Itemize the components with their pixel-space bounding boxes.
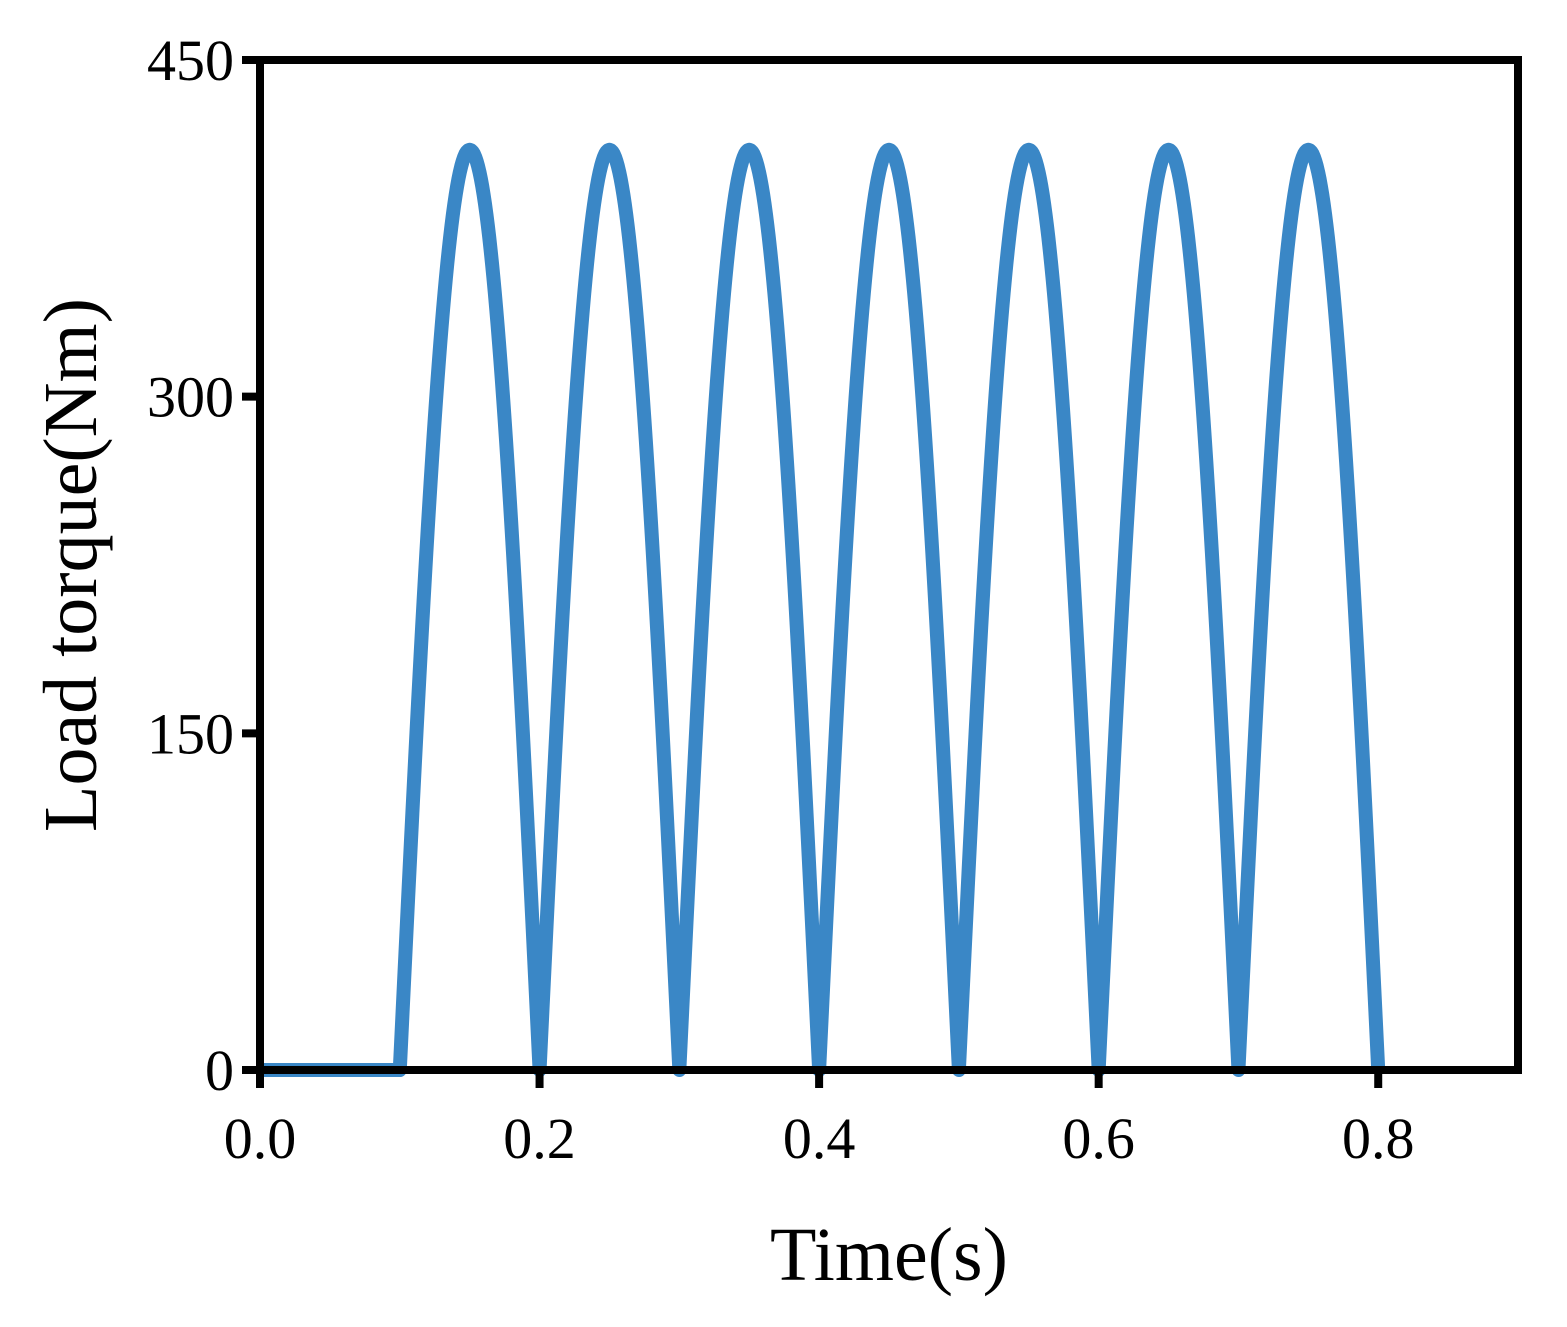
plot-frame (256, 56, 1522, 1074)
x-tick-label: 0.4 (783, 1106, 856, 1171)
x-tick-label: 0.8 (1342, 1106, 1415, 1171)
x-tick-label: 0.0 (224, 1106, 297, 1171)
x-axis-label: Time(s) (770, 1213, 1008, 1297)
y-tick-label: 0 (205, 1038, 234, 1103)
x-tick-label: 0.2 (503, 1106, 576, 1171)
plot-area (260, 142, 1386, 1077)
y-axis-label: Load torque(Nm) (29, 298, 113, 832)
y-tick-label: 300 (147, 365, 234, 430)
x-tick-label: 0.6 (1062, 1106, 1135, 1171)
y-tick-label: 150 (147, 701, 234, 766)
y-tick-label: 450 (147, 28, 234, 93)
series-line-0 (260, 142, 1386, 1077)
ticks: 0.0 0.2 0.4 0.6 0.8 0 150 300 450 (147, 28, 1414, 1171)
